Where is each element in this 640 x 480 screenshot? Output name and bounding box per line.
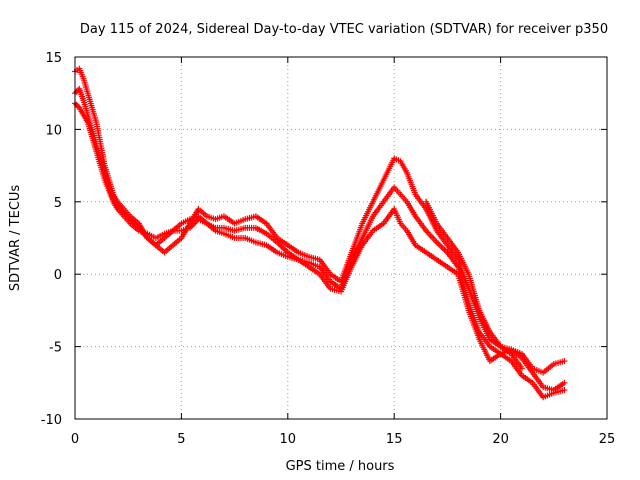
data-point (518, 365, 525, 372)
series-track-1 (72, 65, 568, 376)
x-tick-label: 15 (386, 432, 403, 447)
data-marker (73, 88, 80, 95)
x-tick-label: 10 (280, 432, 297, 447)
x-tick-label: 20 (492, 432, 509, 447)
y-tick-label: -10 (41, 413, 62, 428)
series-track-3 (72, 100, 568, 401)
y-tick-label: 5 (54, 196, 62, 211)
data-point (561, 379, 568, 386)
y-tick-label: 15 (45, 51, 62, 66)
chart-title: Day 115 of 2024, Sidereal Day-to-day VTE… (80, 22, 608, 37)
x-tick-label: 5 (177, 432, 185, 447)
series-track-2 (72, 85, 568, 394)
x-axis-label: GPS time / hours (286, 459, 395, 474)
plot-frame (74, 56, 608, 420)
data-point (561, 387, 568, 394)
x-tick-label: 25 (599, 432, 616, 447)
data-marker (73, 101, 80, 108)
tick-layer: 0 5 10 15 20 25 -10 -5 0 5 10 15 (41, 51, 616, 447)
x-tick-label: 0 (71, 432, 79, 447)
data-point (561, 358, 568, 365)
series-track-4 (423, 198, 525, 372)
y-tick-label: 10 (45, 123, 62, 138)
y-tick-label: -5 (49, 341, 62, 356)
data-layer (72, 65, 568, 401)
y-axis-label: SDTVAR / TECUs (8, 185, 23, 292)
y-tick-label: 0 (54, 268, 62, 283)
